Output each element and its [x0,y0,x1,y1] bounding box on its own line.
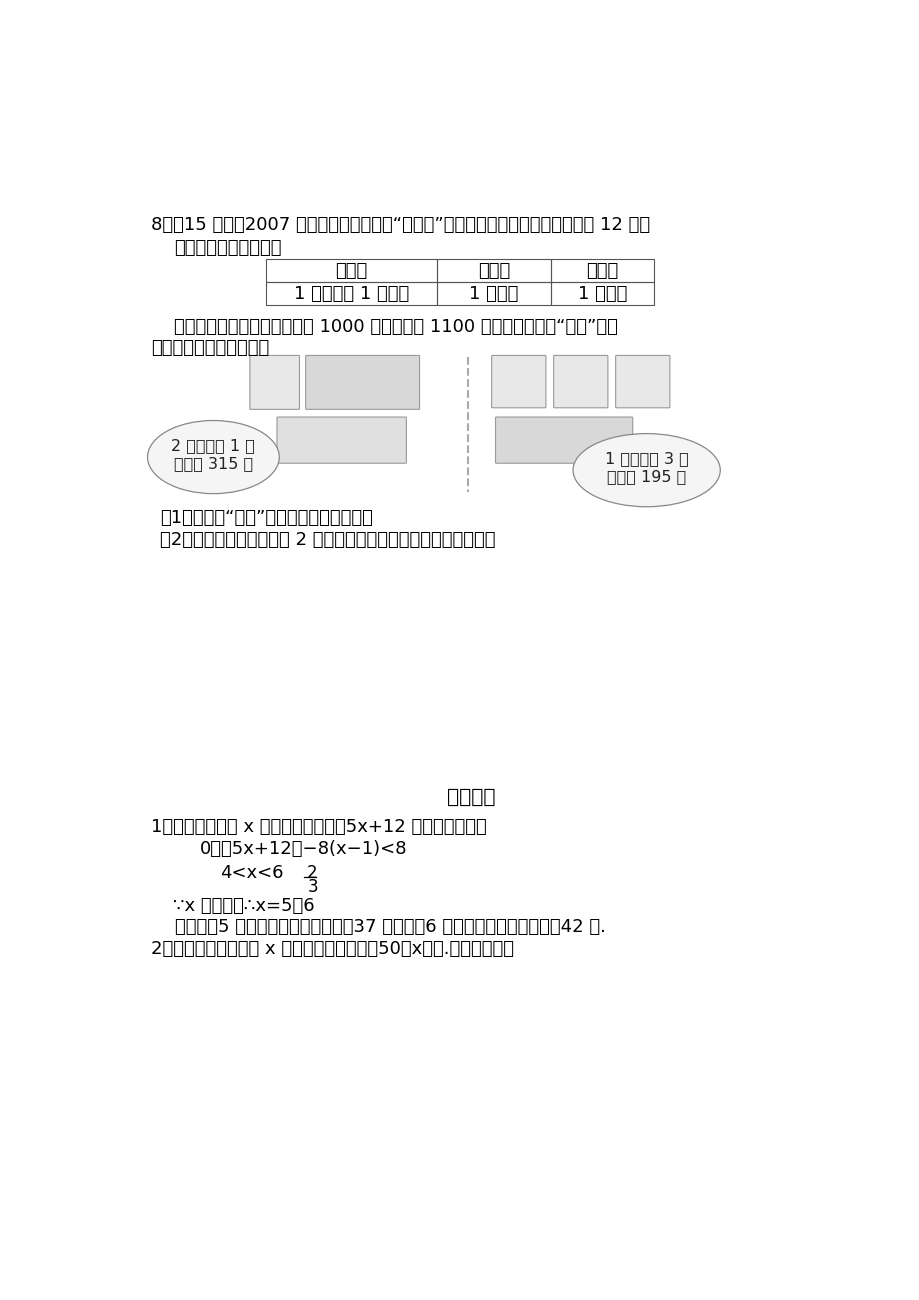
Ellipse shape [147,420,279,494]
Text: 2: 2 [307,864,317,883]
FancyBboxPatch shape [553,355,607,408]
FancyBboxPatch shape [615,355,669,408]
Text: 参考答案: 参考答案 [447,788,495,806]
Text: 徽章共 315 元: 徽章共 315 元 [174,456,253,471]
Text: 4<x<6: 4<x<6 [220,864,283,883]
Bar [266,282,437,306]
Bar [437,282,550,306]
Text: 答：当有5 间房的时候，住宿学生有37 人；当有6 间房的时候，住宿学生有42 人.: 答：当有5 间房的时候，住宿学生有37 人；当有6 间房的时候，住宿学生有42 … [176,918,606,936]
Text: 一等奖: 一等奖 [335,261,367,280]
FancyBboxPatch shape [250,355,299,410]
FancyBboxPatch shape [277,417,406,463]
Text: 用于购买奖品的总费用不少于 1000 元但不超过 1100 元，小明在购买“福婃”和徽: 用于购买奖品的总费用不少于 1000 元但不超过 1100 元，小明在购买“福婃… [174,317,617,335]
Text: 二等奖: 二等奖 [477,261,509,280]
Text: 8、（15 分）（2007 年常州市）学校举办“迎奥运”知识竞赛，设一、二、三等奖共 12 名，: 8、（15 分）（2007 年常州市）学校举办“迎奥运”知识竞赛，设一、二、三等… [151,216,649,234]
Text: 1 盒福婃和 1 枚徽章: 1 盒福婃和 1 枚徽章 [293,285,409,303]
Bar [550,282,652,306]
Text: （2）若本次活动设一等奖 2 名，则二等奖和三等奖应各设多少名？: （2）若本次活动设一等奖 2 名，则二等奖和三等奖应各设多少名？ [160,530,495,549]
FancyBboxPatch shape [495,417,632,463]
Text: 2 盒福婃与 1 枚: 2 盒福婃与 1 枚 [171,438,255,452]
Text: 0＜（5x+12）−8(x−1)<8: 0＜（5x+12）−8(x−1)<8 [200,840,407,858]
Text: （1）求一盒“福婃”和一枚徽章各多少元？: （1）求一盒“福婃”和一枚徽章各多少元？ [160,510,372,528]
Text: 奖品发放方案如下表：: 奖品发放方案如下表： [174,239,281,257]
Text: 章前，了解到如下信息：: 章前，了解到如下信息： [151,339,268,358]
Text: ∵x 为整数，∴x=5，6: ∵x 为整数，∴x=5，6 [173,897,314,915]
Bar [437,259,550,282]
Ellipse shape [573,434,720,507]
Bar [266,259,437,282]
Text: 2、解：设甲种玩具为 x 件，则甲种玩具为（50－x）件.根据题意得：: 2、解：设甲种玩具为 x 件，则甲种玩具为（50－x）件.根据题意得： [151,940,513,958]
Text: 3: 3 [307,879,317,896]
FancyBboxPatch shape [491,355,545,408]
FancyBboxPatch shape [305,355,419,410]
Text: 徽章共 195 元: 徽章共 195 元 [607,469,686,484]
Text: 1 枚徽章: 1 枚徽章 [577,285,627,303]
Text: 1、解：设住房有 x 间，住宿的学生有5x+12 人，根据题意：: 1、解：设住房有 x 间，住宿的学生有5x+12 人，根据题意： [151,818,486,836]
Text: 1 盒福婃: 1 盒福婃 [469,285,518,303]
Bar [550,259,652,282]
Text: 1 盒福婃与 3 枚: 1 盒福婃与 3 枚 [604,451,687,467]
Text: 三等奖: 三等奖 [585,261,618,280]
